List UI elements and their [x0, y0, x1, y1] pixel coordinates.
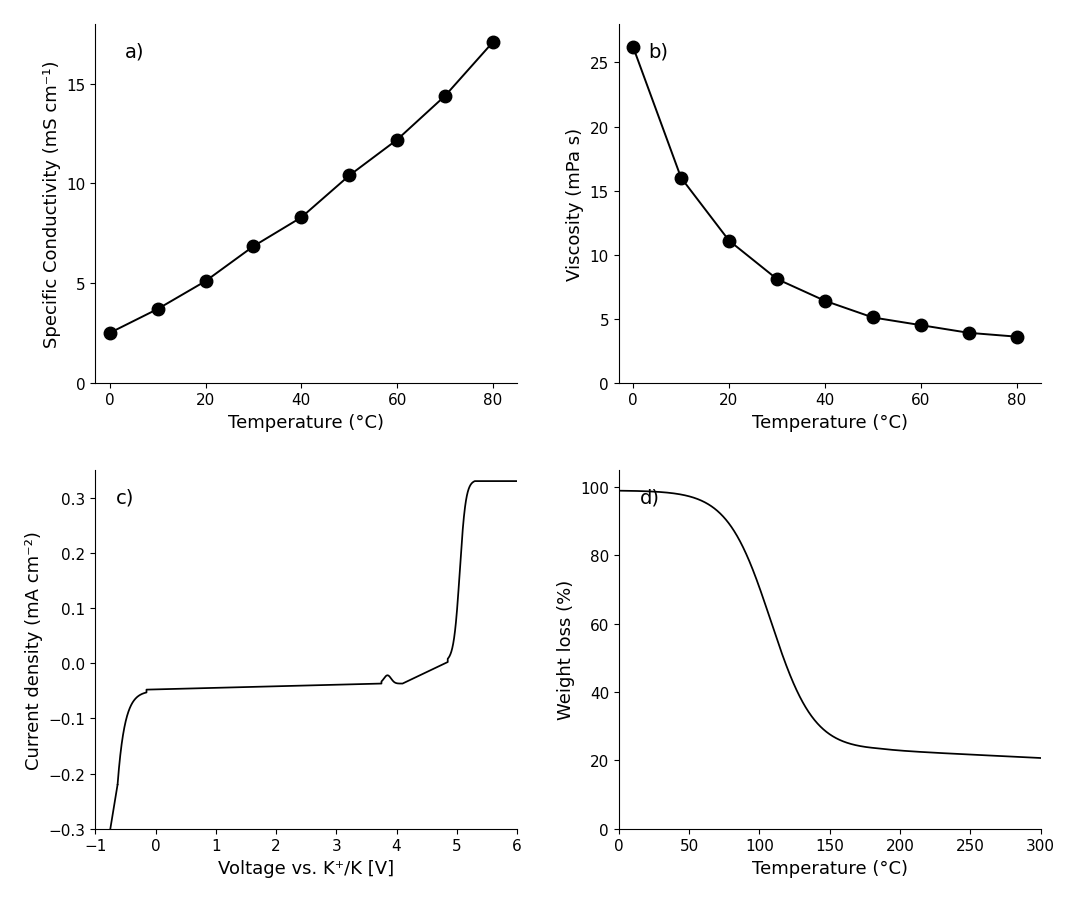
Y-axis label: Specific Conductivity (mS cm⁻¹): Specific Conductivity (mS cm⁻¹): [43, 60, 60, 348]
X-axis label: Temperature (°C): Temperature (°C): [752, 414, 907, 431]
X-axis label: Temperature (°C): Temperature (°C): [228, 414, 384, 431]
Text: d): d): [639, 488, 660, 507]
Y-axis label: Viscosity (mPa s): Viscosity (mPa s): [566, 128, 584, 281]
Y-axis label: Weight loss (%): Weight loss (%): [556, 580, 575, 720]
X-axis label: Temperature (°C): Temperature (°C): [752, 859, 907, 877]
X-axis label: Voltage vs. K⁺/K [V]: Voltage vs. K⁺/K [V]: [218, 859, 394, 877]
Y-axis label: Current density (mA cm⁻²): Current density (mA cm⁻²): [25, 530, 43, 769]
Text: c): c): [117, 488, 135, 507]
Text: a): a): [125, 43, 145, 62]
Text: b): b): [648, 43, 669, 62]
